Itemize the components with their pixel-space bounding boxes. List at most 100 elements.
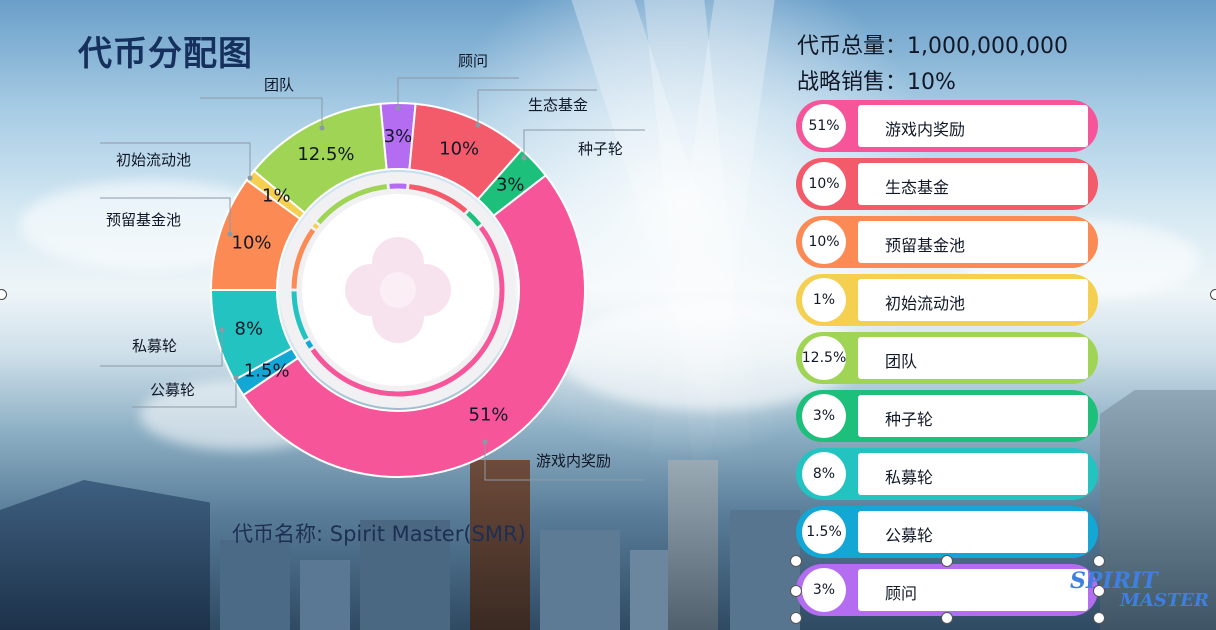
selection-handle[interactable] [1093, 585, 1105, 597]
selection-handle[interactable] [1093, 555, 1105, 567]
legend-item-seed: 3% 种子轮 [796, 390, 1098, 442]
leader-line [132, 378, 237, 408]
legend-percent: 51% [802, 104, 846, 148]
inner-arc-public [305, 340, 314, 349]
slice-category-label: 公募轮 [150, 381, 195, 399]
selection-handle[interactable] [1093, 612, 1105, 624]
slice-category-label: 游戏内奖励 [536, 452, 611, 470]
total-supply: 代币总量：1,000,000,000 [797, 34, 1068, 59]
leader-dot [227, 231, 233, 237]
slice-category-label: 种子轮 [578, 140, 623, 158]
legend-item-reserve-pool: 10% 预留基金池 [796, 216, 1098, 268]
slice-value-label: 1.5% [244, 360, 290, 381]
slice-value-label: 10% [439, 139, 479, 160]
legend-percent: 10% [802, 220, 846, 264]
legend-label-box [858, 221, 1088, 263]
inner-arc-team [316, 184, 388, 225]
slice-category-label: 生态基金 [528, 96, 588, 114]
building [630, 550, 670, 630]
legend-label: 生态基金 [885, 178, 950, 197]
leader-line [200, 97, 323, 128]
slice-category-label: 顾问 [458, 52, 488, 70]
inner-arcs-group [291, 183, 505, 397]
legend-label-box [858, 453, 1088, 495]
selection-handle[interactable] [790, 555, 802, 567]
page-title: 代币分配图 [78, 34, 253, 74]
selection-handle[interactable] [941, 555, 953, 567]
legend-percent: 8% [802, 452, 846, 496]
legend-percent: 3% [802, 394, 846, 438]
legend-label-box [858, 511, 1088, 553]
legend-label: 团队 [885, 352, 918, 371]
slice-value-label: 51% [469, 405, 509, 426]
selection-handle[interactable] [1210, 289, 1216, 300]
leader-line [477, 89, 597, 125]
inner-arc-liquidity [312, 223, 319, 230]
legend-percent: 10% [802, 162, 846, 206]
slice-value-label: 10% [232, 232, 272, 253]
building [470, 460, 530, 630]
building [220, 540, 290, 630]
building [300, 560, 350, 630]
leader-dot [247, 175, 253, 181]
legend-percent: 12.5% [802, 336, 846, 380]
leader-line [100, 197, 231, 234]
building [730, 510, 800, 630]
leader-line [397, 77, 519, 108]
building [668, 460, 718, 630]
legend-item-public: 1.5% 公募轮 [796, 506, 1098, 558]
slice-game-rewards [241, 173, 586, 478]
leader-dot [319, 125, 325, 131]
slice-value-label: 3% [496, 175, 525, 196]
legend-label-box [858, 105, 1088, 147]
slice-value-label: 8% [235, 318, 264, 339]
slice-category-label: 预留基金池 [106, 211, 181, 229]
strategic-sale: 战略销售：10% [797, 70, 956, 95]
slice-value-label: 12.5% [297, 144, 354, 165]
leader-lines-group [100, 77, 645, 481]
legend-percent: 1% [802, 278, 846, 322]
clover-icon [345, 237, 451, 343]
leader-dot [521, 155, 527, 161]
pct-labels-group: 3% 10% 3% 51% 1.5% 8% 10% 1% 12.5% [232, 126, 525, 426]
legend-label: 游戏内奖励 [885, 120, 966, 139]
inner-arc-reserve-pool [291, 228, 316, 289]
legend-percent: 1.5% [802, 510, 846, 554]
legend-item-private: 8% 私募轮 [796, 448, 1098, 500]
leader-line [523, 129, 645, 158]
leader-line [100, 330, 223, 367]
leader-line [100, 142, 251, 178]
leader-dot [219, 327, 225, 333]
selection-handle[interactable] [790, 585, 802, 597]
building [540, 530, 620, 630]
slice-category-label: 初始流动池 [116, 151, 191, 169]
legend-item-game-rewards: 51% 游戏内奖励 [796, 100, 1098, 152]
spirit-master-logo: SPIRIT MASTER [1070, 568, 1209, 611]
building [360, 520, 450, 630]
selection-handle[interactable] [941, 612, 953, 624]
legend-item-team: 12.5% 团队 [796, 332, 1098, 384]
legend-label: 顾问 [885, 584, 918, 603]
leader-dot [475, 122, 481, 128]
building [1100, 390, 1216, 630]
leader-dot [395, 105, 401, 111]
leader-dot [482, 439, 488, 445]
legend-percent: 3% [802, 568, 846, 612]
legend-label-box [858, 337, 1088, 379]
slice-value-label: 3% [384, 126, 413, 147]
legend-label: 公募轮 [885, 526, 934, 545]
legend-label-box [858, 279, 1088, 321]
token-name: 代币名称: Spirit Master(SMR) [232, 522, 526, 546]
selection-handle[interactable] [0, 289, 7, 300]
legend-label-box [858, 163, 1088, 205]
legend-label-box [858, 569, 1088, 611]
legend-item-eco-fund: 10% 生态基金 [796, 158, 1098, 210]
selection-handle[interactable] [790, 612, 802, 624]
legend-label: 预留基金池 [885, 236, 966, 255]
legend-label: 种子轮 [885, 410, 934, 429]
leader-dot [233, 375, 239, 381]
inner-arc-seed [466, 211, 482, 227]
